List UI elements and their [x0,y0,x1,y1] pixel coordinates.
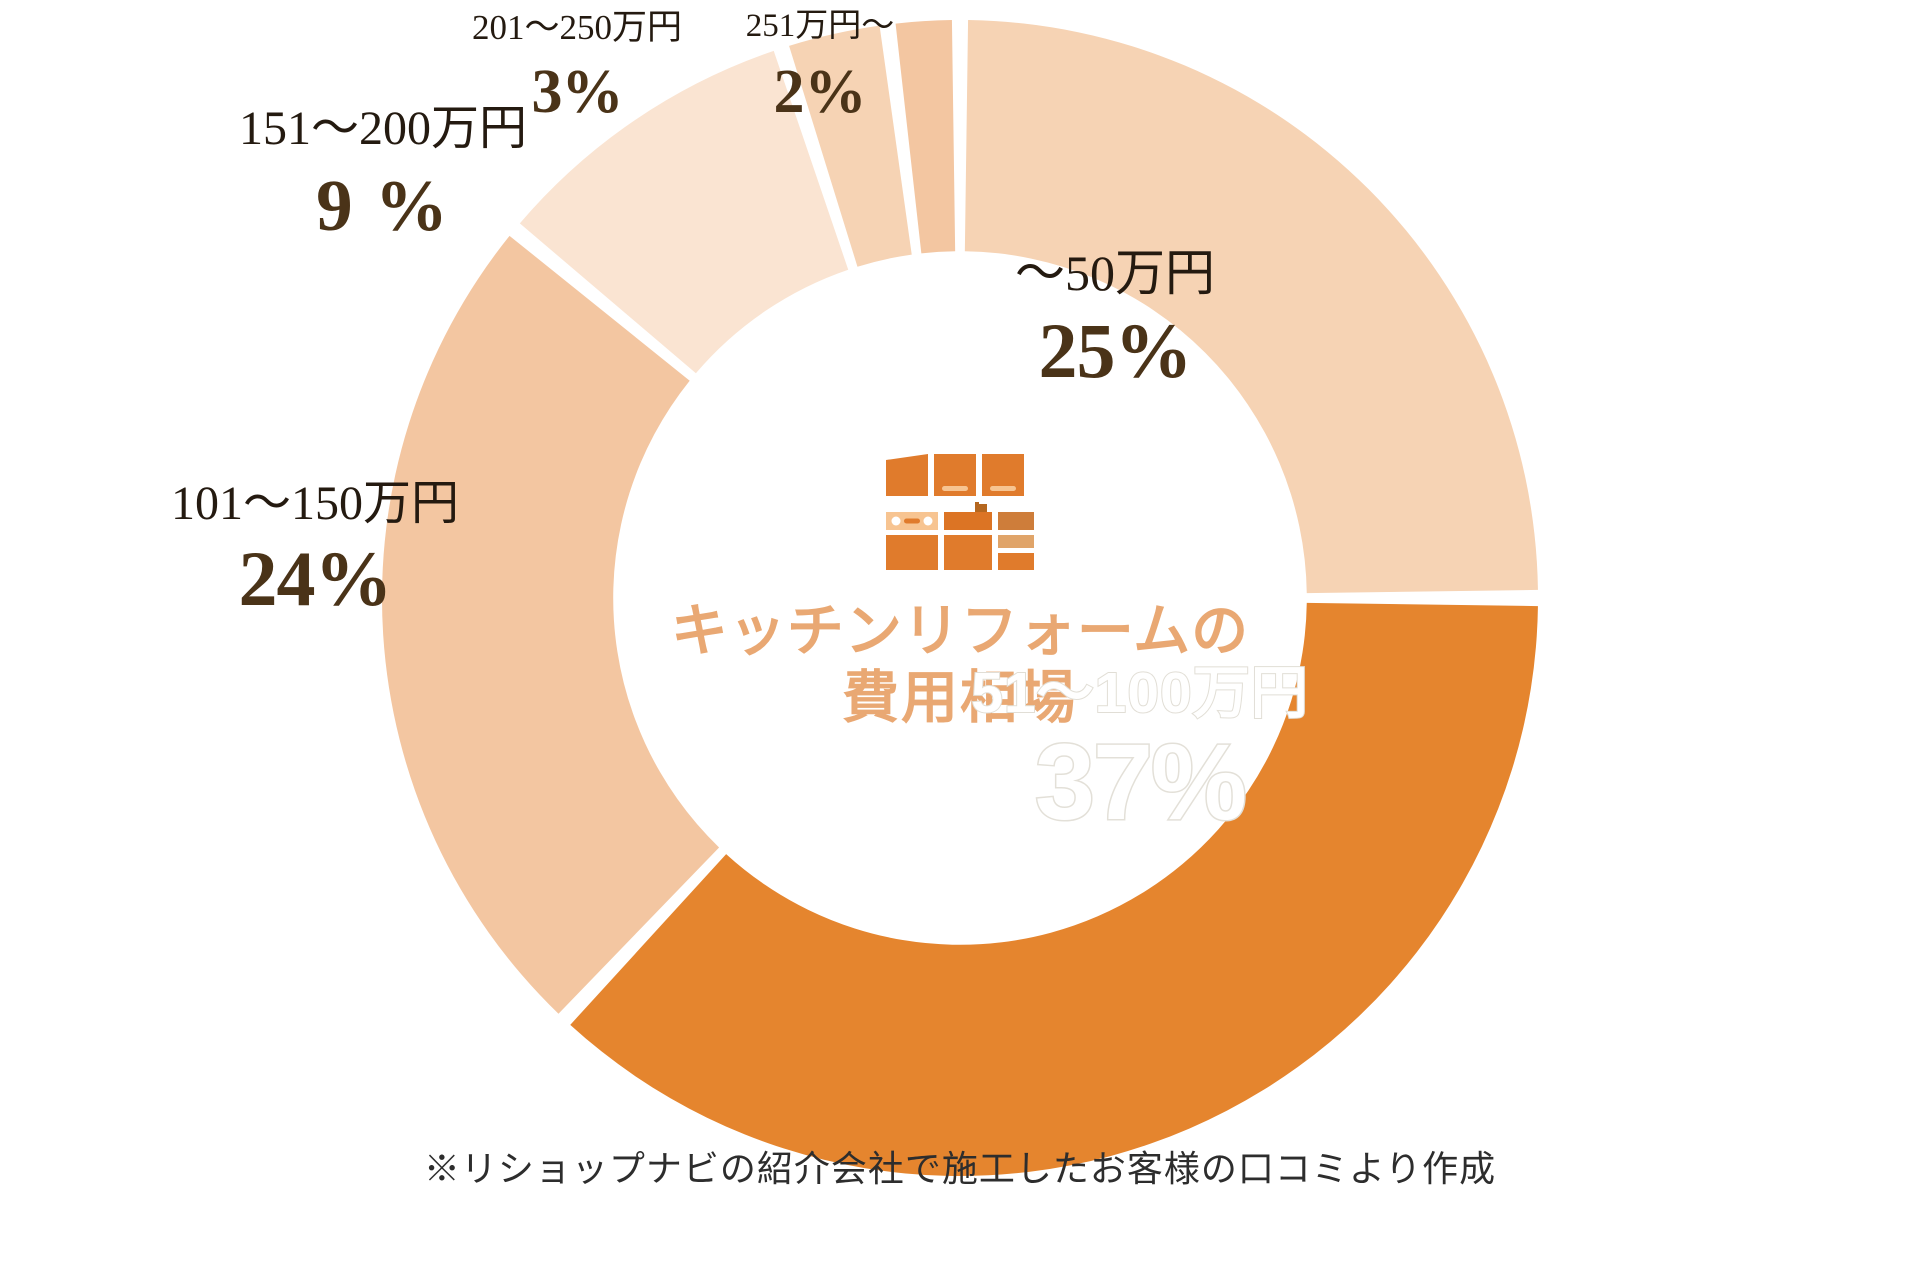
donut-slice [789,25,912,267]
slice-category-101-150: 101〜150万円 [170,477,459,530]
slice-category-under-50: 〜50万円 [1015,245,1215,301]
slice-label-151-200: 151〜200万円 9 % [168,102,598,246]
donut-slice [895,20,956,254]
donut-slice [519,50,849,374]
donut-slice [570,602,1538,1176]
donut-slice [382,235,720,1014]
slice-percent-151-200: 9 % [316,165,450,246]
slice-percent-201-250: 3% [531,58,624,126]
footnote-text: ※リショップナビの紹介会社で施工したお客様の口コミより作成 [423,1149,1497,1189]
slice-category-51-100: 51〜100万円 [970,661,1309,725]
slice-percent-251-plus: 2% [773,58,867,126]
slice-category-151-200: 151〜200万円 [238,102,527,155]
slice-label-under-50: 〜50万円 25% [955,248,1275,390]
slice-percent-101-150: 24% [238,535,393,622]
slice-label-101-150: 101〜150万円 24% [100,480,530,618]
donut-svg [382,20,1538,1176]
slice-label-251-plus: 251万円〜 2% [680,8,960,126]
donut-slices [382,20,1538,1176]
slice-label-51-100: 51〜100万円 37% [930,661,1350,842]
slice-percent-under-50: 25% [1038,307,1193,394]
donut-slice [964,20,1538,594]
donut-chart [380,18,1540,1178]
slice-category-251-plus: 251万円〜 [745,8,895,44]
slice-label-201-250: 201〜250万円 3% [432,10,722,123]
slice-category-201-250: 201〜250万円 [471,8,682,47]
slice-percent-51-100: 37% [1033,721,1248,842]
